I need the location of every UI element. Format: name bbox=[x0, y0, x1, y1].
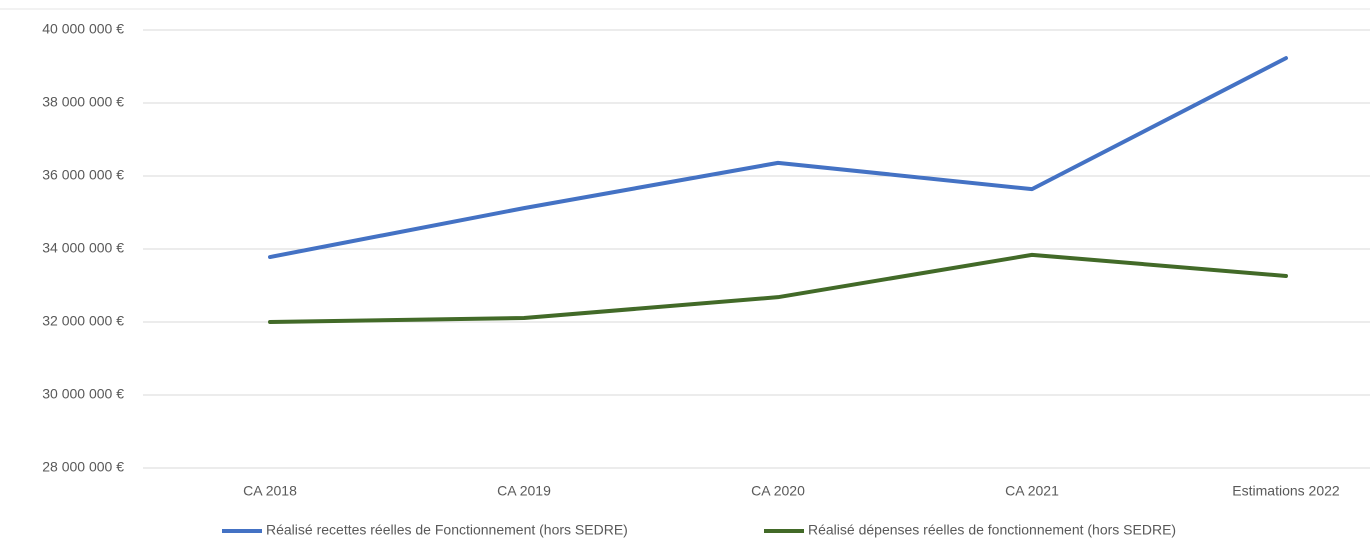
x-tick-label: Estimations 2022 bbox=[1232, 483, 1340, 499]
y-tick-label: 28 000 000 € bbox=[42, 459, 124, 475]
x-tick-label: CA 2020 bbox=[751, 483, 805, 499]
x-tick-label: CA 2018 bbox=[243, 483, 297, 499]
y-tick-label: 30 000 000 € bbox=[42, 386, 124, 402]
legend-label: Réalisé recettes réelles de Fonctionneme… bbox=[266, 522, 628, 538]
y-tick-label: 38 000 000 € bbox=[42, 94, 124, 110]
series-line bbox=[268, 252, 1288, 324]
y-tick-label: 34 000 000 € bbox=[42, 240, 124, 256]
y-tick-label: 36 000 000 € bbox=[42, 167, 124, 183]
series-line bbox=[268, 56, 1288, 260]
legend-label: Réalisé dépenses réelles de fonctionneme… bbox=[808, 522, 1176, 538]
x-tick-label: CA 2021 bbox=[1005, 483, 1059, 499]
x-tick-label: CA 2019 bbox=[497, 483, 551, 499]
y-tick-label: 40 000 000 € bbox=[42, 21, 124, 37]
y-tick-label: 32 000 000 € bbox=[42, 313, 124, 329]
